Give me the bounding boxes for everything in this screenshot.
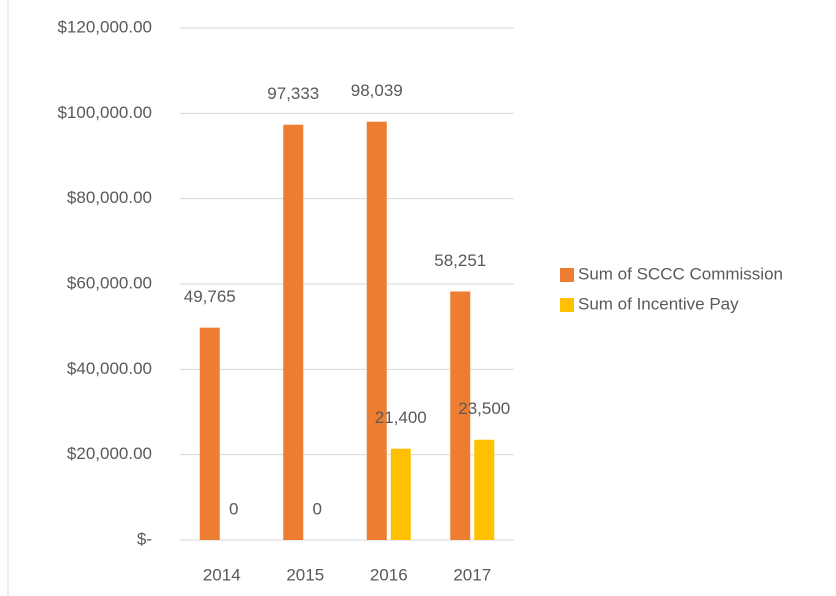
data-label: 98,039 <box>351 81 403 100</box>
data-label: 23,500 <box>458 399 510 418</box>
bar <box>283 124 304 541</box>
bar <box>474 439 495 540</box>
legend-swatch <box>560 298 574 312</box>
x-tick-label: 2015 <box>286 565 324 584</box>
x-tick-label: 2016 <box>370 565 408 584</box>
x-tick-label: 2017 <box>453 565 491 584</box>
y-tick-label: $- <box>137 529 152 548</box>
data-label: 0 <box>229 499 238 518</box>
y-tick-label: $20,000.00 <box>67 444 152 463</box>
x-tick-label: 2014 <box>203 565 241 584</box>
legend-swatch <box>560 268 574 282</box>
data-label: 49,765 <box>184 287 236 306</box>
data-label: 0 <box>313 499 322 518</box>
y-tick-label: $40,000.00 <box>67 359 152 378</box>
y-tick-label: $60,000.00 <box>67 273 152 292</box>
y-tick-label: $100,000.00 <box>57 103 152 122</box>
legend-label: Sum of Incentive Pay <box>578 294 739 313</box>
bar <box>366 121 387 541</box>
data-label: 21,400 <box>375 408 427 427</box>
data-label: 97,333 <box>267 84 319 103</box>
bar <box>199 327 220 540</box>
bar <box>450 291 471 540</box>
legend-label: Sum of SCCC Commission <box>578 264 783 283</box>
y-tick-label: $80,000.00 <box>67 188 152 207</box>
y-tick-label: $120,000.00 <box>57 17 152 36</box>
bar <box>390 448 411 540</box>
data-label: 58,251 <box>434 251 486 270</box>
